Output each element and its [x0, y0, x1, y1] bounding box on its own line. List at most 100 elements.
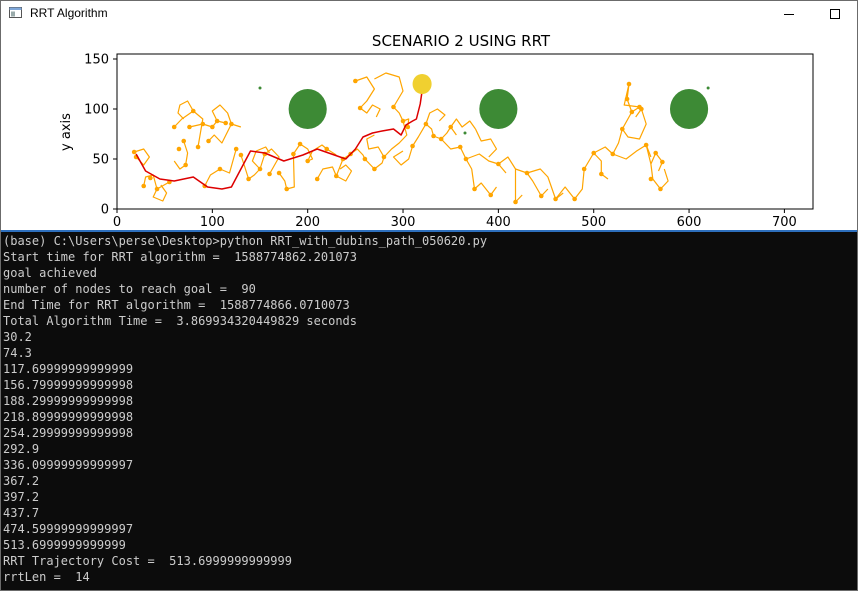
tree-node	[217, 166, 223, 172]
tree-node	[333, 173, 339, 179]
tree-edge	[555, 168, 585, 200]
console-line: number of nodes to reach goal = 90	[3, 282, 256, 296]
tree-node	[195, 144, 201, 150]
tree-node	[581, 166, 587, 172]
console-line: 188.29999999999998	[3, 394, 134, 408]
rrt-chart: SCENARIO 2 USING RRT y axis 0 100 200 300 40…	[59, 32, 814, 230]
tree-node	[276, 170, 282, 176]
tree-node	[572, 196, 577, 202]
minimize-button[interactable]	[766, 0, 812, 28]
tree-edge	[359, 104, 381, 118]
console-line: 218.89999999999998	[3, 410, 134, 424]
tree-node	[658, 186, 663, 192]
tree-edge	[177, 100, 194, 120]
tree-node	[324, 146, 330, 152]
tree-node	[496, 161, 501, 167]
obstacle-circle	[288, 89, 327, 129]
console-line: 336.09999999999997	[3, 458, 134, 472]
tree-node	[206, 138, 211, 144]
x-tick-label: 700	[772, 215, 797, 230]
x-tick-label: 300	[391, 215, 416, 230]
tree-node	[626, 81, 632, 87]
tree-edge	[515, 168, 549, 197]
x-tick-label: 400	[486, 215, 511, 230]
tree-node	[200, 121, 206, 127]
small-point	[706, 86, 710, 90]
maximize-button[interactable]	[812, 0, 858, 28]
console-line: 474.59999999999997	[3, 522, 134, 536]
tree-node	[599, 171, 604, 177]
console-line: RRT Trajectory Cost = 513.6999999999999	[3, 554, 292, 568]
tree-node	[284, 186, 290, 192]
tree-edge	[292, 143, 314, 162]
tree-node	[181, 138, 187, 144]
goal-region	[412, 74, 432, 94]
console-line: 437.7	[3, 506, 40, 520]
tree-node	[267, 171, 272, 177]
tree-node	[131, 149, 137, 155]
tree-node	[660, 159, 665, 165]
console-line: goal achieved	[3, 266, 97, 280]
y-tick-label: 150	[84, 53, 109, 68]
app-window-icon	[9, 7, 22, 18]
obstacle-circle	[479, 89, 518, 129]
tree-node	[357, 105, 363, 111]
chart-title: SCENARIO 2 USING RRT	[372, 32, 551, 50]
tree-node	[362, 156, 368, 162]
tree-edge	[440, 138, 473, 170]
tree-node	[488, 192, 494, 198]
x-tick-label: 0	[113, 215, 121, 230]
tree-edge	[251, 146, 271, 170]
tree-node	[238, 152, 244, 158]
tree-node	[171, 124, 177, 130]
tree-node	[257, 166, 263, 172]
console-line: 292.9	[3, 442, 40, 456]
tree-node	[381, 154, 387, 160]
tree-node	[610, 151, 616, 157]
tree-node	[629, 109, 635, 115]
tree-node	[620, 126, 625, 132]
small-point	[463, 131, 467, 135]
tree-edge	[240, 154, 261, 180]
console-line: End Time for RRT algorithm = 1588774866.…	[3, 298, 350, 312]
tree-node	[353, 78, 358, 84]
tree-node	[405, 124, 411, 130]
tree-node	[233, 146, 239, 152]
pane-separator[interactable]	[0, 230, 858, 232]
tree-edge	[412, 123, 435, 147]
tree-node	[643, 142, 649, 148]
console-line: 74.3	[3, 346, 32, 360]
tree-node	[223, 120, 228, 126]
tree-node	[214, 118, 220, 124]
rrt-path-line	[135, 90, 423, 190]
tree-node	[176, 146, 182, 152]
tree-edge	[593, 128, 623, 155]
console-line: (base) C:\Users\perse\Desktop>python RRT…	[3, 234, 488, 248]
tree-node	[472, 186, 477, 192]
tree-edge	[189, 120, 226, 128]
tree-node	[187, 124, 192, 130]
console-output[interactable]: (base) C:\Users\perse\Desktop>python RRT…	[0, 232, 858, 591]
tree-edge	[433, 126, 457, 140]
obstacle-circle	[669, 89, 709, 129]
x-tick-label: 500	[581, 215, 606, 230]
window-titlebar[interactable]: RRT Algorithm	[0, 0, 858, 28]
tree-edge	[621, 108, 647, 140]
x-tick-label: 100	[200, 215, 225, 230]
tree-edge	[208, 123, 242, 144]
minimize-icon	[784, 14, 794, 15]
tree-node	[457, 144, 463, 150]
console-line: 156.79999999999998	[3, 378, 134, 392]
tree-node	[438, 136, 444, 142]
tree-edge	[612, 144, 652, 160]
console-line: Start time for RRT algorithm = 158877486…	[3, 250, 358, 264]
tree-node	[314, 176, 320, 182]
console-line: 513.6999999999999	[3, 538, 126, 552]
x-tick-label: 600	[677, 215, 702, 230]
tree-edge	[259, 148, 280, 175]
tree-node	[410, 143, 415, 149]
tree-edge	[583, 152, 609, 180]
tree-node	[591, 150, 597, 156]
tree-edge	[152, 184, 168, 202]
tree-node	[154, 186, 160, 192]
